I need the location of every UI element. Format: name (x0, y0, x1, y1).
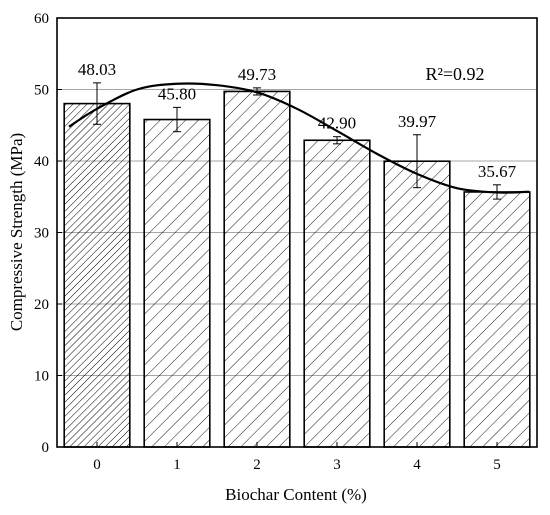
y-tick-label: 10 (34, 369, 49, 385)
x-tick-label: 1 (173, 457, 181, 473)
y-tick-label: 40 (34, 154, 49, 170)
x-tick-label: 4 (413, 457, 421, 473)
bar (223, 90, 291, 448)
x-tick-label: 0 (93, 457, 101, 473)
bar (383, 160, 451, 448)
y-tick-label: 60 (34, 11, 49, 27)
trend-line (68, 82, 530, 194)
y-tick-label: 30 (34, 226, 49, 242)
value-label: 39.97 (398, 112, 437, 131)
bar (303, 139, 371, 448)
value-label: 45.80 (158, 84, 196, 103)
y-tick-label: 20 (34, 297, 49, 313)
x-tick-label: 2 (253, 457, 261, 473)
bar (143, 118, 211, 448)
annotation: R²=0.92 (425, 64, 484, 84)
plot-frame (56, 17, 538, 448)
y-tick-label: 50 (34, 83, 49, 99)
bar (463, 191, 531, 448)
value-label: 42.90 (318, 114, 356, 133)
x-axis-label: Biochar Content (%) (225, 485, 367, 504)
y-axis-label: Compressive Strength (MPa) (7, 133, 26, 331)
value-label: 49.73 (238, 65, 276, 84)
x-tick-label: 3 (333, 457, 341, 473)
x-tick-label: 5 (493, 457, 501, 473)
bar (63, 102, 131, 448)
y-tick-label: 0 (42, 440, 50, 456)
value-label: 48.03 (78, 60, 116, 79)
value-label: 35.67 (478, 162, 517, 181)
